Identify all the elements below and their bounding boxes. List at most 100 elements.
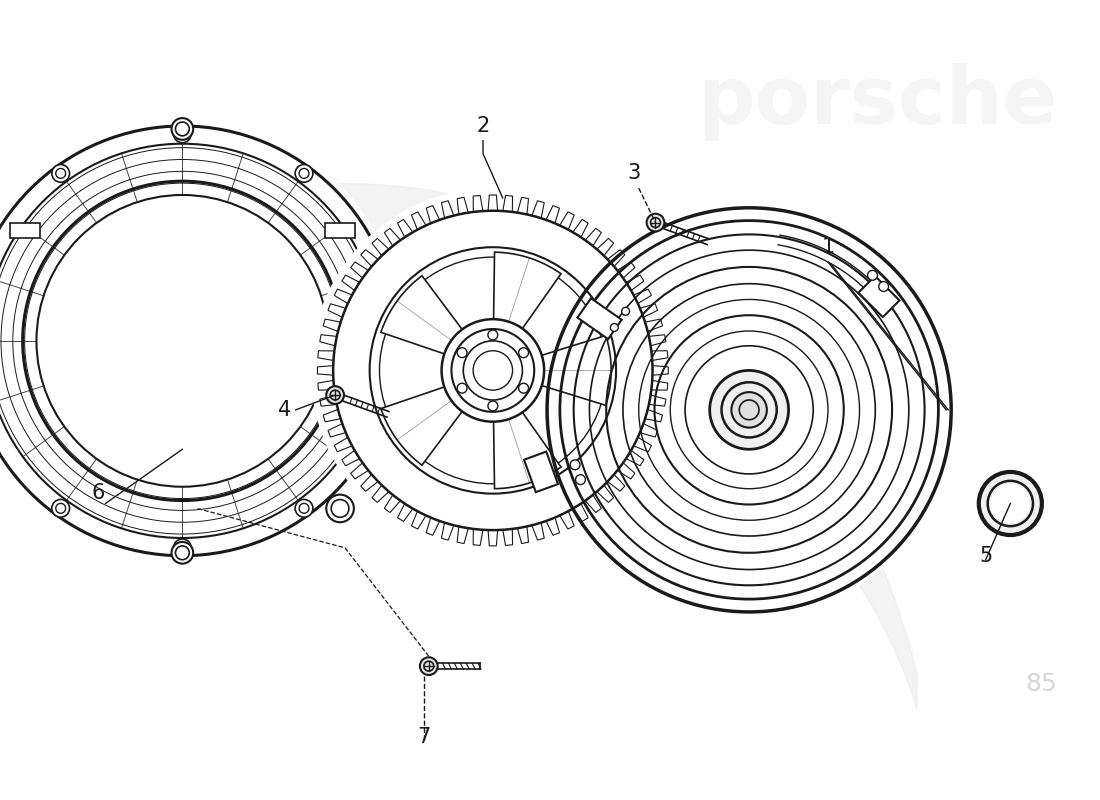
Polygon shape	[645, 319, 662, 331]
Polygon shape	[411, 511, 426, 529]
Polygon shape	[532, 522, 544, 540]
Circle shape	[384, 330, 405, 352]
Circle shape	[610, 323, 618, 331]
Polygon shape	[334, 289, 352, 303]
Circle shape	[570, 460, 580, 470]
Bar	[578, 298, 621, 339]
Polygon shape	[634, 289, 651, 303]
Circle shape	[371, 396, 388, 414]
Bar	[858, 276, 900, 317]
Polygon shape	[517, 198, 528, 214]
Text: 1: 1	[822, 237, 835, 257]
Polygon shape	[473, 195, 483, 212]
Polygon shape	[651, 350, 668, 361]
Circle shape	[458, 383, 468, 393]
Polygon shape	[397, 504, 412, 522]
Text: passion for porsche: passion for porsche	[403, 443, 701, 534]
Circle shape	[518, 348, 528, 358]
Circle shape	[458, 348, 468, 358]
Polygon shape	[503, 529, 513, 546]
Polygon shape	[426, 518, 440, 535]
Polygon shape	[585, 495, 602, 513]
Text: 5: 5	[979, 546, 992, 566]
Polygon shape	[426, 206, 440, 223]
Circle shape	[52, 165, 69, 182]
Polygon shape	[488, 530, 497, 546]
Polygon shape	[546, 206, 560, 223]
Polygon shape	[384, 495, 400, 513]
Polygon shape	[320, 395, 337, 406]
Polygon shape	[634, 438, 651, 452]
Ellipse shape	[0, 119, 404, 562]
Polygon shape	[318, 366, 333, 375]
Text: 3: 3	[627, 163, 640, 183]
Polygon shape	[617, 462, 635, 479]
Polygon shape	[652, 366, 669, 375]
Polygon shape	[649, 395, 666, 406]
Circle shape	[979, 472, 1042, 535]
Bar	[324, 222, 354, 238]
Bar	[10, 222, 40, 238]
Polygon shape	[626, 450, 644, 466]
Polygon shape	[318, 380, 334, 390]
Text: porsche: porsche	[697, 63, 1057, 141]
Circle shape	[710, 370, 789, 450]
Polygon shape	[441, 522, 454, 540]
Text: 4: 4	[277, 400, 290, 420]
Polygon shape	[323, 319, 341, 331]
Circle shape	[518, 383, 528, 393]
Circle shape	[621, 307, 629, 315]
Polygon shape	[473, 529, 483, 546]
Polygon shape	[488, 195, 497, 211]
Polygon shape	[351, 262, 369, 278]
Polygon shape	[540, 335, 612, 406]
Circle shape	[310, 188, 675, 553]
Polygon shape	[320, 334, 337, 346]
Polygon shape	[342, 450, 360, 466]
Polygon shape	[411, 212, 426, 230]
Polygon shape	[585, 228, 602, 246]
Circle shape	[868, 270, 878, 280]
Circle shape	[991, 484, 1030, 523]
Circle shape	[420, 658, 438, 675]
Polygon shape	[323, 410, 341, 422]
Polygon shape	[372, 238, 389, 256]
Circle shape	[327, 494, 354, 522]
Circle shape	[174, 125, 191, 142]
Polygon shape	[503, 195, 513, 212]
Polygon shape	[441, 201, 454, 218]
Circle shape	[52, 499, 69, 517]
Polygon shape	[645, 410, 662, 422]
Polygon shape	[318, 350, 334, 361]
Polygon shape	[361, 474, 378, 491]
Circle shape	[732, 392, 767, 427]
Polygon shape	[532, 201, 544, 218]
Polygon shape	[626, 275, 644, 290]
Text: 2: 2	[476, 116, 490, 136]
Polygon shape	[651, 380, 668, 390]
Polygon shape	[607, 474, 625, 491]
Polygon shape	[517, 526, 528, 543]
Polygon shape	[381, 276, 463, 354]
Circle shape	[488, 330, 498, 340]
Bar	[524, 452, 558, 492]
Circle shape	[647, 214, 664, 231]
Polygon shape	[573, 504, 588, 522]
Polygon shape	[381, 386, 463, 465]
Circle shape	[879, 282, 889, 291]
Polygon shape	[546, 518, 560, 535]
Polygon shape	[597, 485, 614, 502]
Polygon shape	[328, 304, 345, 318]
Circle shape	[575, 474, 585, 485]
Polygon shape	[640, 304, 658, 318]
Polygon shape	[328, 424, 345, 437]
Circle shape	[441, 319, 544, 422]
Text: 7: 7	[417, 727, 430, 747]
Circle shape	[172, 542, 194, 564]
Polygon shape	[351, 462, 369, 479]
Polygon shape	[573, 219, 588, 238]
Polygon shape	[597, 238, 614, 256]
Circle shape	[542, 203, 956, 617]
Polygon shape	[607, 250, 625, 266]
Circle shape	[295, 499, 312, 517]
